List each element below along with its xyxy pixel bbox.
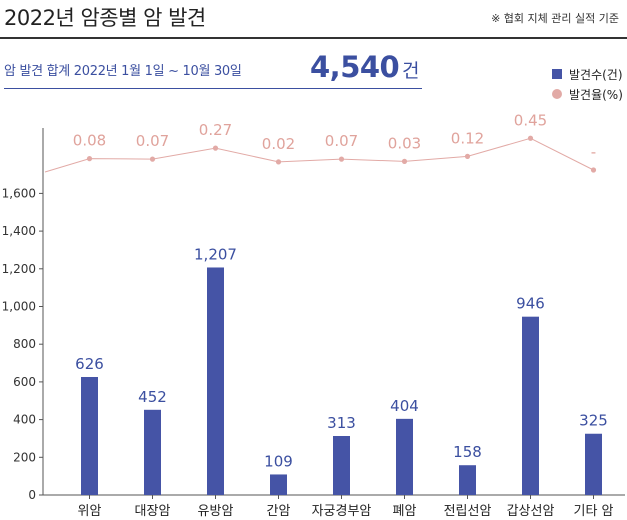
rate-point xyxy=(590,167,597,173)
y-tick-label: 600 xyxy=(13,375,36,389)
rate-point xyxy=(212,145,219,151)
bar-value-label: 626 xyxy=(75,355,104,373)
summary-box: 암 발견 합계 2022년 1월 1일 ~ 10월 30일 4,540 건 xyxy=(4,50,422,89)
rate-point xyxy=(338,156,345,162)
x-tick-label: 갑상선암 xyxy=(507,504,555,519)
rate-point xyxy=(275,159,282,165)
bar-value-label: 1,207 xyxy=(194,245,237,263)
summary-label: 암 발견 합계 2022년 1월 1일 ~ 10월 30일 xyxy=(4,64,242,79)
rate-line xyxy=(44,137,594,173)
x-tick-label: 대장암 xyxy=(135,504,171,519)
rate-point xyxy=(149,156,156,162)
page-title: 2022년 암종별 암 발견 xyxy=(4,6,206,30)
y-tick-label: 1,200 xyxy=(2,262,36,276)
legend-item-bar: 발견수(건) xyxy=(552,64,623,84)
bar xyxy=(144,409,161,495)
legend: 발견수(건) 발견율(%) xyxy=(552,64,623,104)
rate-value-label: 0.03 xyxy=(388,134,421,152)
legend-rate-swatch xyxy=(552,89,562,99)
bar xyxy=(522,316,539,495)
legend-item-rate: 발견율(%) xyxy=(552,84,623,104)
bar xyxy=(81,376,98,495)
bar-value-label: 452 xyxy=(138,388,167,406)
legend-rate-label: 발견율(%) xyxy=(569,87,623,102)
rate-value-label: 0.45 xyxy=(514,111,547,129)
x-tick-label: 기타 암 xyxy=(573,504,613,519)
y-tick-label: 1,400 xyxy=(2,224,36,238)
rate-value-label: 0.07 xyxy=(136,132,169,150)
bar-value-label: 109 xyxy=(264,452,293,470)
bar-value-label: 313 xyxy=(327,414,356,432)
rate-value-label: 0.12 xyxy=(451,129,484,147)
bar xyxy=(270,474,287,495)
bar xyxy=(333,435,350,495)
rate-value-label: - xyxy=(591,143,596,161)
x-tick-label: 전립선암 xyxy=(444,504,492,519)
legend-bar-label: 발견수(건) xyxy=(569,67,623,82)
rate-value-label: 0.08 xyxy=(73,132,106,150)
x-tick-label: 위암 xyxy=(78,504,102,519)
y-tick-label: 400 xyxy=(13,413,36,427)
x-tick-label: 간암 xyxy=(267,504,291,519)
summary-unit: 건 xyxy=(402,60,420,82)
bar-value-label: 325 xyxy=(579,412,608,430)
bar xyxy=(207,267,224,495)
bar-value-label: 946 xyxy=(516,295,545,313)
y-tick-label: 200 xyxy=(13,450,36,464)
bar-value-label: 158 xyxy=(453,443,482,461)
rate-point xyxy=(464,153,471,159)
y-tick-label: 0 xyxy=(28,488,36,502)
rate-point xyxy=(527,135,534,141)
y-tick-label: 1,600 xyxy=(2,186,36,200)
bar xyxy=(396,418,413,495)
x-tick-label: 자궁경부암 xyxy=(312,504,372,519)
bar xyxy=(459,465,476,495)
rate-value-label: 0.27 xyxy=(199,121,232,139)
rate-value-label: 0.07 xyxy=(325,132,358,150)
legend-bar-swatch xyxy=(552,69,562,79)
rate-point xyxy=(401,158,408,164)
title-divider xyxy=(0,37,627,39)
y-tick-label: 1,000 xyxy=(2,300,36,314)
rate-value-label: 0.02 xyxy=(262,135,295,153)
x-tick-label: 유방암 xyxy=(198,504,234,519)
rate-point xyxy=(86,156,93,162)
bar-value-label: 404 xyxy=(390,397,419,415)
summary-total: 4,540 xyxy=(310,50,400,84)
bar xyxy=(585,433,602,495)
y-tick-label: 800 xyxy=(13,337,36,351)
source-note: ※ 협회 지체 관리 실적 기준 xyxy=(491,12,619,25)
x-tick-label: 폐암 xyxy=(393,504,417,519)
